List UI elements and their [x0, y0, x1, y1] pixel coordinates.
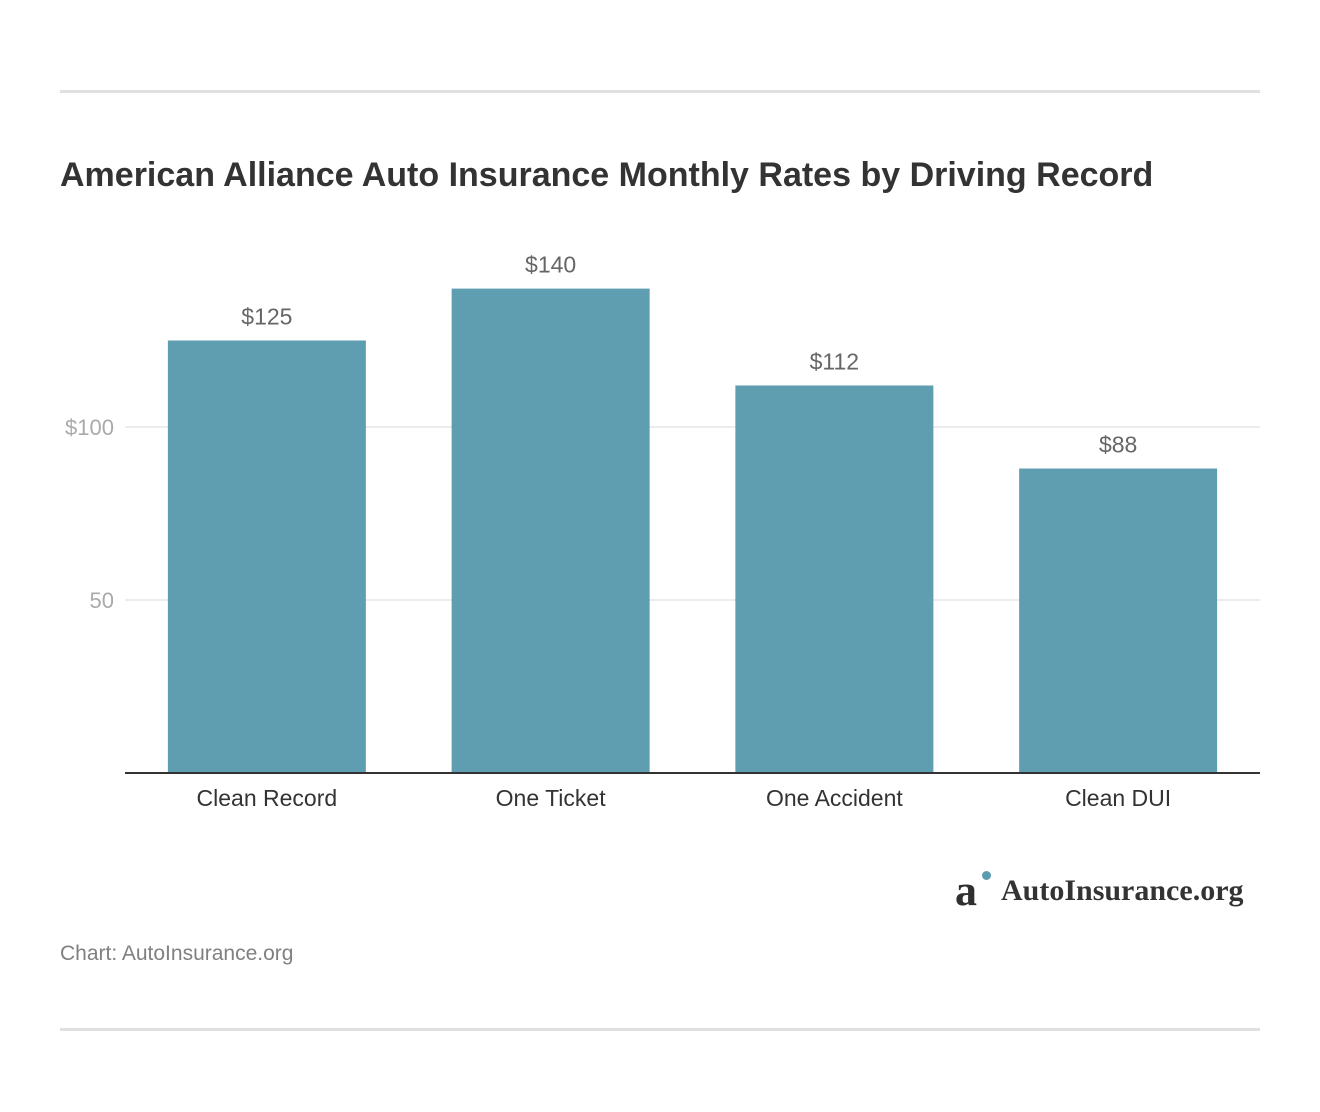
bar: [735, 385, 934, 773]
top-divider: [60, 90, 1260, 93]
value-labels: $125 $140 $112 $88: [241, 252, 1137, 458]
x-category-label: Clean Record: [197, 785, 338, 811]
bar: [1019, 468, 1218, 773]
bottom-divider: [60, 1028, 1260, 1031]
chart-title: American Alliance Auto Insurance Monthly…: [60, 156, 1154, 194]
bar-value-label: $112: [810, 348, 859, 374]
x-category-label: One Accident: [766, 785, 903, 811]
bar-value-label: $88: [1099, 432, 1137, 458]
x-category-label: One Ticket: [496, 785, 607, 811]
brand-logo[interactable]: a AutoInsurance.org: [955, 868, 1244, 914]
bar-value-label: $125: [241, 304, 292, 330]
y-tick-label: $100: [65, 415, 114, 440]
chart-source: Chart: AutoInsurance.org: [60, 942, 294, 965]
bar-value-label: $140: [525, 252, 576, 278]
logo-dot: [982, 871, 991, 880]
category-labels: Clean Record One Ticket One Accident Clean …: [197, 785, 1172, 811]
bars: [167, 288, 1218, 773]
bar: [451, 288, 650, 773]
y-tick-label: 50: [90, 588, 114, 613]
x-category-label: Clean DUI: [1065, 785, 1171, 811]
bar: [167, 340, 366, 773]
autoinsurance-logo-icon: a: [955, 869, 991, 913]
logo-text: AutoInsurance.org: [1001, 874, 1244, 907]
y-axis-ticks: 50 $100: [65, 415, 114, 613]
